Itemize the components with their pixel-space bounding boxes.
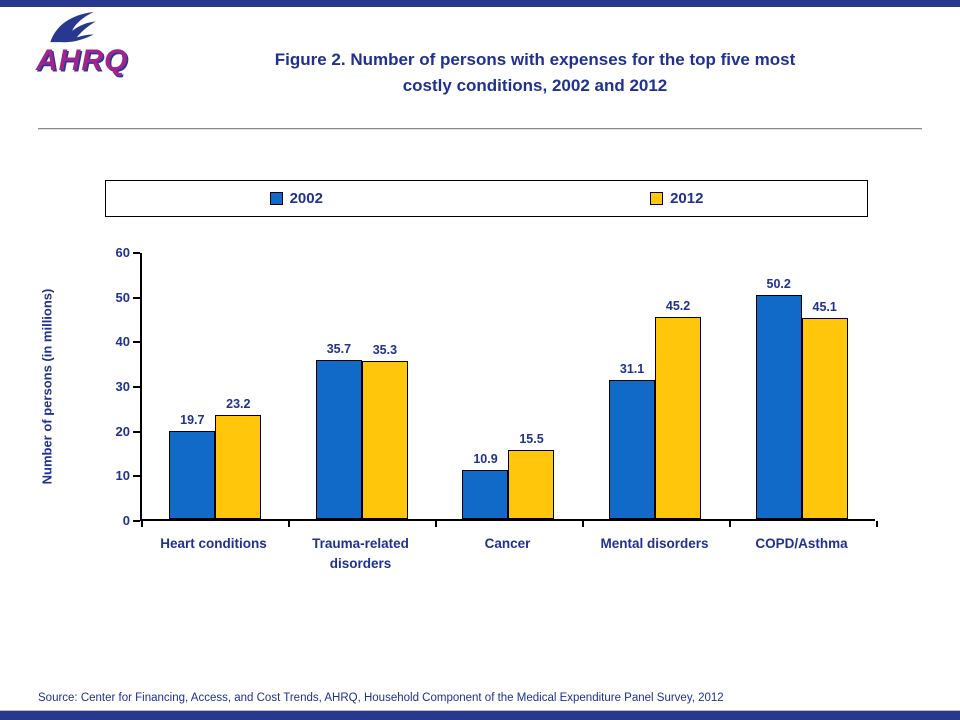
bar-group: 50.2 45.1 xyxy=(728,253,875,519)
bottom-divider xyxy=(0,710,960,711)
category-label: Cancer xyxy=(484,536,531,551)
bar-group: 35.7 35.3 xyxy=(289,253,436,519)
legend-label: 2002 xyxy=(289,190,323,207)
category-slot: Cancer xyxy=(434,534,581,575)
figure-title-line1: Figure 2. Number of persons with expense… xyxy=(274,50,796,69)
category-slot: Trauma-related disorders xyxy=(287,534,434,575)
plot-area: 19.7 23.2 35.7 35.3 10.9 15.5 31.1 45.2 50.2 45.1 xyxy=(133,252,878,527)
bar-value-label: 35.7 xyxy=(326,342,352,356)
category-axis-labels: Heart conditions Trauma-related disorders… xyxy=(140,534,875,575)
x-tick-mark xyxy=(435,521,437,527)
bar-group: 10.9 15.5 xyxy=(435,253,582,519)
source-citation: Source: Center for Financing, Access, an… xyxy=(38,692,724,704)
category-label: Trauma-related disorders xyxy=(312,536,409,572)
bar-2012: 35.3 xyxy=(361,343,408,519)
hhs-eagle-icon xyxy=(50,11,96,43)
y-tick-label: 50 xyxy=(115,289,130,305)
x-tick-mark xyxy=(141,521,143,527)
bar-value-label: 23.2 xyxy=(226,397,251,411)
bar-group: 19.7 23.2 xyxy=(142,253,289,519)
bar-value-label: 10.9 xyxy=(473,452,498,466)
x-tick-mark xyxy=(876,521,878,527)
y-tick-mark xyxy=(133,341,140,344)
legend-label: 2012 xyxy=(670,190,704,207)
category-slot: Heart conditions xyxy=(140,534,287,575)
x-tick-mark xyxy=(582,521,584,527)
title-divider xyxy=(38,128,922,130)
y-tick-label: 40 xyxy=(115,334,130,350)
y-tick-label: 60 xyxy=(115,245,130,260)
bar-row: 19.7 23.2 35.7 35.3 10.9 15.5 31.1 45.2 50.2 45.1 xyxy=(142,253,875,519)
bar-value-label: 31.1 xyxy=(619,362,645,376)
y-tick-label: 0 xyxy=(122,513,130,528)
bar-value-label: 50.2 xyxy=(766,277,791,291)
y-tick-mark xyxy=(133,252,140,254)
y-tick-mark xyxy=(133,520,140,522)
y-tick-label: 30 xyxy=(115,379,130,394)
category-label: COPD/Asthma xyxy=(755,536,848,551)
legend-item-2002: 2002 xyxy=(269,190,323,207)
x-tick-mark xyxy=(288,521,290,527)
x-tick-mark xyxy=(729,521,731,527)
chart-legend: 2002 2012 xyxy=(105,180,868,217)
bar-2012: 23.2 xyxy=(215,397,262,519)
y-tick-mark xyxy=(133,475,140,478)
bar-2002: 35.7 xyxy=(315,342,362,519)
legend-swatch xyxy=(650,192,664,205)
bar-value-label: 19.7 xyxy=(180,413,205,427)
bar-value-label: 35.3 xyxy=(372,343,398,357)
bar-2002: 10.9 xyxy=(462,452,509,519)
bar-2002: 19.7 xyxy=(169,413,216,519)
bar-value-label: 45.2 xyxy=(665,299,691,313)
ahrq-logo: AHRQ xyxy=(36,10,146,76)
y-tick-label: 10 xyxy=(115,468,130,484)
ahrq-logo-text: AHRQ xyxy=(36,44,129,77)
legend-swatch xyxy=(269,192,283,205)
figure-title-line2: costly conditions, 2002 and 2012 xyxy=(402,75,668,95)
y-tick-labels: 0 10 20 30 40 50 60 xyxy=(88,245,130,528)
category-slot: COPD/Asthma xyxy=(728,534,875,575)
bar-2002: 31.1 xyxy=(609,362,656,519)
category-slot: Mental disorders xyxy=(581,534,728,575)
bar-2012: 15.5 xyxy=(508,432,555,519)
category-label: Mental disorders xyxy=(600,536,709,551)
category-label: Heart conditions xyxy=(160,536,267,551)
y-tick-label: 20 xyxy=(115,423,130,439)
bar-group: 31.1 45.2 xyxy=(582,253,729,519)
y-tick-mark xyxy=(133,296,140,299)
top-accent-bar xyxy=(0,0,960,7)
bar-2002: 50.2 xyxy=(755,277,802,519)
bar-value-label: 15.5 xyxy=(519,432,544,446)
bar-2012: 45.1 xyxy=(801,300,848,519)
bar-value-label: 45.1 xyxy=(812,300,837,314)
bottom-accent-bar xyxy=(0,711,960,720)
y-axis-title: Number of persons (in millions) xyxy=(39,288,55,485)
y-tick-mark xyxy=(133,386,140,388)
bar-2012: 45.2 xyxy=(655,299,702,519)
legend-item-2012: 2012 xyxy=(650,190,703,207)
y-tick-mark xyxy=(133,430,140,433)
figure-title: Figure 2. Number of persons with expense… xyxy=(150,47,920,98)
